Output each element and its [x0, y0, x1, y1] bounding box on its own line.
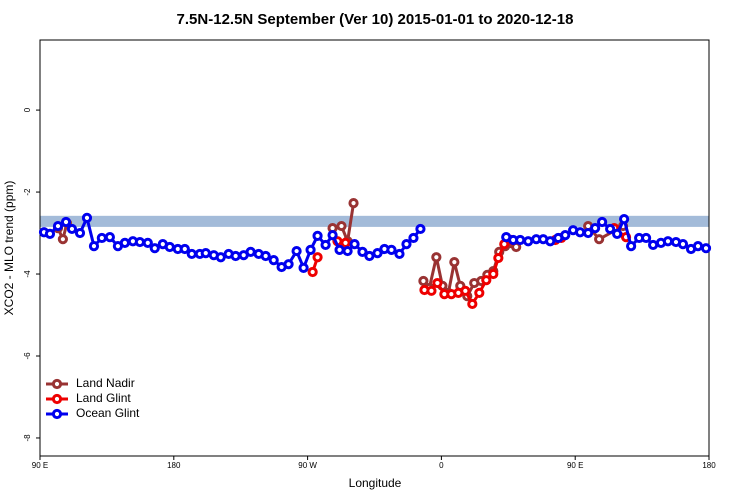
point	[342, 245, 353, 257]
point	[230, 250, 241, 262]
y-tick-label: -2	[23, 188, 32, 196]
point	[408, 232, 419, 244]
point	[307, 266, 318, 278]
point	[597, 216, 608, 228]
point	[401, 239, 412, 250]
point	[545, 236, 556, 247]
y-axis-label: XCO2 - MLO trend (ppm)	[2, 181, 16, 316]
point	[394, 248, 405, 260]
point	[88, 241, 100, 252]
chart-title: 7.5N-12.5N September (Ver 10) 2015-01-01…	[177, 11, 574, 28]
point	[119, 237, 130, 248]
legend-marker	[51, 393, 63, 405]
point	[334, 244, 345, 255]
point	[305, 244, 316, 255]
x-tick-label: 0	[439, 461, 444, 470]
point	[648, 239, 659, 251]
x-tick-label: 180	[167, 461, 181, 470]
point	[327, 229, 338, 241]
point	[200, 248, 211, 259]
point	[134, 236, 146, 248]
point	[348, 198, 359, 209]
point	[641, 232, 652, 244]
point	[386, 244, 397, 255]
point	[298, 262, 309, 273]
point	[320, 239, 331, 251]
point	[474, 287, 485, 298]
point	[523, 236, 534, 247]
point	[583, 227, 594, 239]
point	[372, 248, 383, 259]
band	[40, 215, 709, 227]
point	[283, 259, 294, 270]
point	[268, 254, 279, 266]
x-tick-label: 90 E	[32, 461, 48, 470]
y-tick-label: -6	[23, 352, 32, 360]
point	[66, 223, 78, 235]
point	[467, 298, 478, 310]
x-tick-label: 90 E	[567, 461, 583, 470]
point	[415, 223, 426, 235]
point	[57, 234, 68, 245]
point	[612, 228, 623, 239]
point	[336, 220, 347, 232]
legend-label: Land Nadir	[76, 376, 135, 390]
y-tick-label: 0	[23, 107, 32, 112]
point	[312, 230, 323, 242]
x-axis-label: Longitude	[349, 476, 402, 490]
point	[104, 232, 115, 243]
point	[700, 243, 712, 254]
point	[432, 277, 443, 289]
legend-label: Ocean Glint	[76, 406, 140, 420]
point	[605, 223, 616, 235]
legend-marker	[51, 408, 63, 420]
point	[449, 257, 460, 268]
point	[460, 285, 471, 296]
point	[164, 241, 175, 253]
point	[575, 227, 586, 238]
point	[431, 252, 442, 263]
point	[515, 234, 526, 246]
point	[590, 223, 601, 234]
point	[357, 246, 368, 257]
legend-marker	[51, 378, 63, 390]
point	[677, 239, 689, 250]
point	[52, 220, 64, 232]
point	[560, 229, 571, 241]
point	[662, 236, 674, 247]
point	[625, 241, 637, 252]
point	[692, 241, 704, 252]
point	[142, 237, 153, 248]
point	[186, 248, 197, 260]
point	[44, 228, 56, 239]
point	[349, 239, 360, 250]
point	[60, 216, 72, 228]
point	[245, 246, 256, 257]
point	[312, 252, 323, 263]
y-tick-label: -8	[23, 434, 32, 442]
point	[418, 275, 429, 287]
point	[74, 227, 86, 239]
point	[619, 214, 630, 225]
point	[493, 252, 504, 264]
point	[291, 245, 302, 257]
point	[179, 243, 190, 255]
point	[488, 268, 499, 280]
legend-label: Land Glint	[76, 391, 131, 405]
point	[260, 250, 271, 262]
point	[149, 243, 160, 254]
point	[96, 232, 107, 244]
x-tick-label: 180	[702, 461, 716, 470]
point	[594, 234, 605, 245]
point	[364, 250, 375, 262]
y-tick-label: -4	[23, 270, 32, 278]
point	[426, 285, 437, 296]
point	[215, 252, 226, 263]
point	[481, 275, 492, 286]
point	[340, 237, 351, 248]
point	[81, 212, 93, 223]
x-tick-label: 90 W	[298, 461, 317, 470]
plot-frame	[39, 39, 710, 457]
